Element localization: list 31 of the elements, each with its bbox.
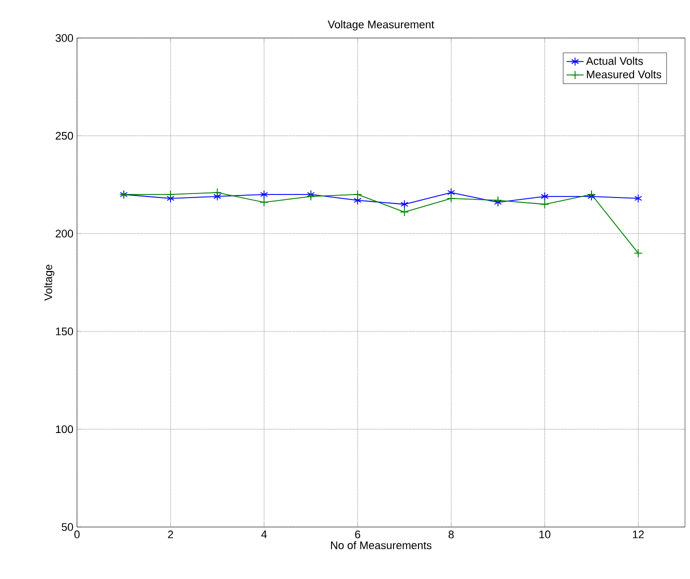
- chart-title: Voltage Measurement: [328, 20, 434, 30]
- point: [353, 190, 362, 199]
- y-tick-label: 250: [56, 132, 74, 140]
- x-tick-label: 0: [74, 530, 80, 538]
- y-tick-label: 150: [56, 328, 74, 336]
- point: [540, 192, 549, 201]
- legend-label: Actual Volts: [586, 56, 643, 65]
- y-axis-title: Voltage: [44, 264, 54, 301]
- x-axis-title: No of Measurements: [331, 541, 432, 550]
- y-tick-label: 200: [56, 230, 74, 238]
- x-tick-label: 6: [355, 530, 360, 538]
- legend-label: Measured Volts: [586, 70, 662, 78]
- point: [540, 200, 550, 209]
- y-tick-label: 50: [62, 523, 74, 531]
- point: [354, 196, 362, 205]
- point: [212, 188, 222, 197]
- y-tick-label: 100: [56, 425, 74, 434]
- x-tick-label: 12: [632, 530, 644, 538]
- point: [400, 208, 409, 217]
- x-tick-label: 4: [261, 530, 267, 538]
- point: [634, 248, 643, 258]
- x-tick-label: 8: [448, 530, 454, 538]
- x-tick-label: 2: [168, 530, 174, 538]
- point: [260, 198, 269, 207]
- x-tick-label: 10: [539, 530, 550, 538]
- point: [446, 194, 456, 203]
- point: [260, 190, 268, 199]
- point: [634, 194, 642, 203]
- point: [400, 200, 408, 209]
- point: [447, 188, 456, 197]
- y-tick-label: 300: [56, 34, 74, 42]
